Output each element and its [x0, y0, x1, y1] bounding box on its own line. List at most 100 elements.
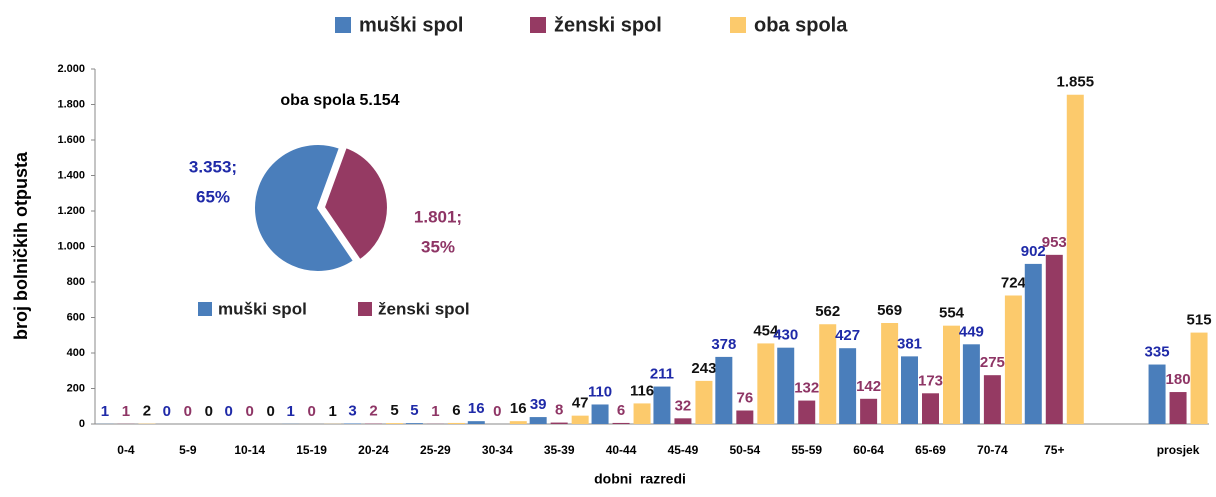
y-tick-label: 400 [67, 347, 85, 359]
x-tick-label: 40-44 [606, 443, 637, 457]
y-tick-label: 0 [79, 418, 85, 430]
data-label: 0 [307, 403, 315, 420]
data-label: 110 [588, 383, 612, 400]
x-tick-label: 25-29 [420, 443, 451, 457]
x-tick-label: 35-39 [544, 443, 575, 457]
bar [633, 403, 651, 424]
pie-legend-swatch [198, 302, 212, 316]
pie-title: oba spola 5.154 [280, 92, 399, 109]
bar [736, 410, 754, 424]
x-tick-label: 0-4 [117, 443, 135, 457]
pie-legend-label: muški spol [218, 299, 307, 318]
bar [777, 347, 795, 424]
data-label: 953 [1042, 234, 1067, 251]
bar [757, 343, 775, 424]
data-label: 2 [369, 403, 377, 420]
legend-swatch [335, 17, 351, 33]
data-label: 6 [617, 402, 625, 419]
x-tick-label: 20-24 [358, 443, 389, 457]
pie-legend-label: ženski spol [378, 299, 470, 318]
pie-percent-label: 65% [196, 187, 230, 206]
data-label: 724 [1001, 274, 1027, 291]
bar [922, 393, 939, 424]
bar [1169, 392, 1187, 424]
data-label: 0 [184, 403, 192, 420]
data-label: 180 [1166, 371, 1191, 388]
legend-label: muški spol [359, 14, 463, 36]
x-tick-label: 70-74 [977, 443, 1008, 457]
data-label: 47 [572, 395, 589, 412]
data-label: 275 [980, 354, 1005, 371]
data-label: 430 [773, 327, 798, 344]
y-tick-label: 2.000 [57, 63, 85, 75]
bar [447, 422, 465, 424]
data-label: 902 [1021, 243, 1046, 260]
bar [1045, 254, 1063, 424]
bar [860, 398, 878, 424]
x-tick-label: 60-64 [853, 443, 884, 457]
x-tick-label: 45-49 [668, 443, 699, 457]
y-tick-label: 1.000 [57, 240, 85, 252]
x-tick-label: 15-19 [296, 443, 327, 457]
pie-percent-label: 35% [421, 237, 455, 256]
x-tick-label: 30-34 [482, 443, 513, 457]
bar [591, 404, 609, 424]
pie-slice [253, 143, 356, 273]
data-label: 0 [267, 403, 275, 420]
pie-slice [322, 145, 389, 262]
y-axis-title: broj bolničkih otpusta [11, 151, 31, 340]
bar [653, 386, 671, 424]
y-tick-label: 600 [67, 311, 85, 323]
data-label: 0 [493, 403, 501, 420]
data-label: 5 [410, 402, 418, 419]
data-label: 76 [736, 389, 753, 406]
data-label: 3 [348, 402, 356, 419]
data-label: 1 [101, 403, 109, 420]
data-label: 335 [1145, 344, 1170, 361]
bar [550, 422, 568, 424]
data-label: 515 [1187, 312, 1212, 329]
y-tick-label: 200 [67, 382, 85, 394]
data-label: 39 [530, 396, 547, 413]
bar [386, 423, 403, 424]
pie-value-label: 1.801; [414, 207, 462, 226]
legend-swatch [530, 17, 546, 33]
y-tick-label: 1.400 [57, 169, 85, 181]
data-label: 427 [835, 327, 860, 344]
data-label: 6 [452, 402, 460, 419]
x-tick-label: 5-9 [179, 443, 197, 457]
data-label: 243 [691, 360, 716, 377]
bar [571, 415, 589, 424]
legend-swatch [730, 17, 746, 33]
bar [529, 417, 547, 424]
bar [1066, 94, 1084, 425]
y-tick-label: 1.800 [57, 98, 85, 110]
bar [344, 423, 361, 424]
data-label: 2 [143, 403, 151, 420]
data-label: 0 [246, 403, 254, 420]
data-label: 173 [918, 372, 943, 389]
data-label: 1 [286, 403, 294, 420]
x-tick-label: 50-54 [729, 443, 760, 457]
data-label: 0 [205, 403, 213, 420]
bar [901, 356, 918, 424]
bar [674, 418, 692, 424]
bar [798, 400, 816, 424]
data-label: 1.855 [1057, 74, 1095, 91]
x-tick-label: 10-14 [234, 443, 265, 457]
data-label: 1 [122, 403, 130, 420]
data-label: 0 [225, 403, 233, 420]
bar [881, 323, 899, 424]
x-tick-label: 55-59 [791, 443, 822, 457]
data-label: 1 [328, 403, 336, 420]
data-label: 1 [431, 403, 439, 420]
bar [405, 423, 423, 424]
data-label: 116 [630, 382, 654, 399]
data-label: 381 [897, 335, 922, 352]
pie-legend-swatch [358, 302, 372, 316]
data-label: 8 [555, 402, 563, 419]
x-tick-label: 75+ [1044, 443, 1064, 457]
data-label: 16 [468, 400, 485, 417]
data-label: 562 [815, 303, 840, 320]
